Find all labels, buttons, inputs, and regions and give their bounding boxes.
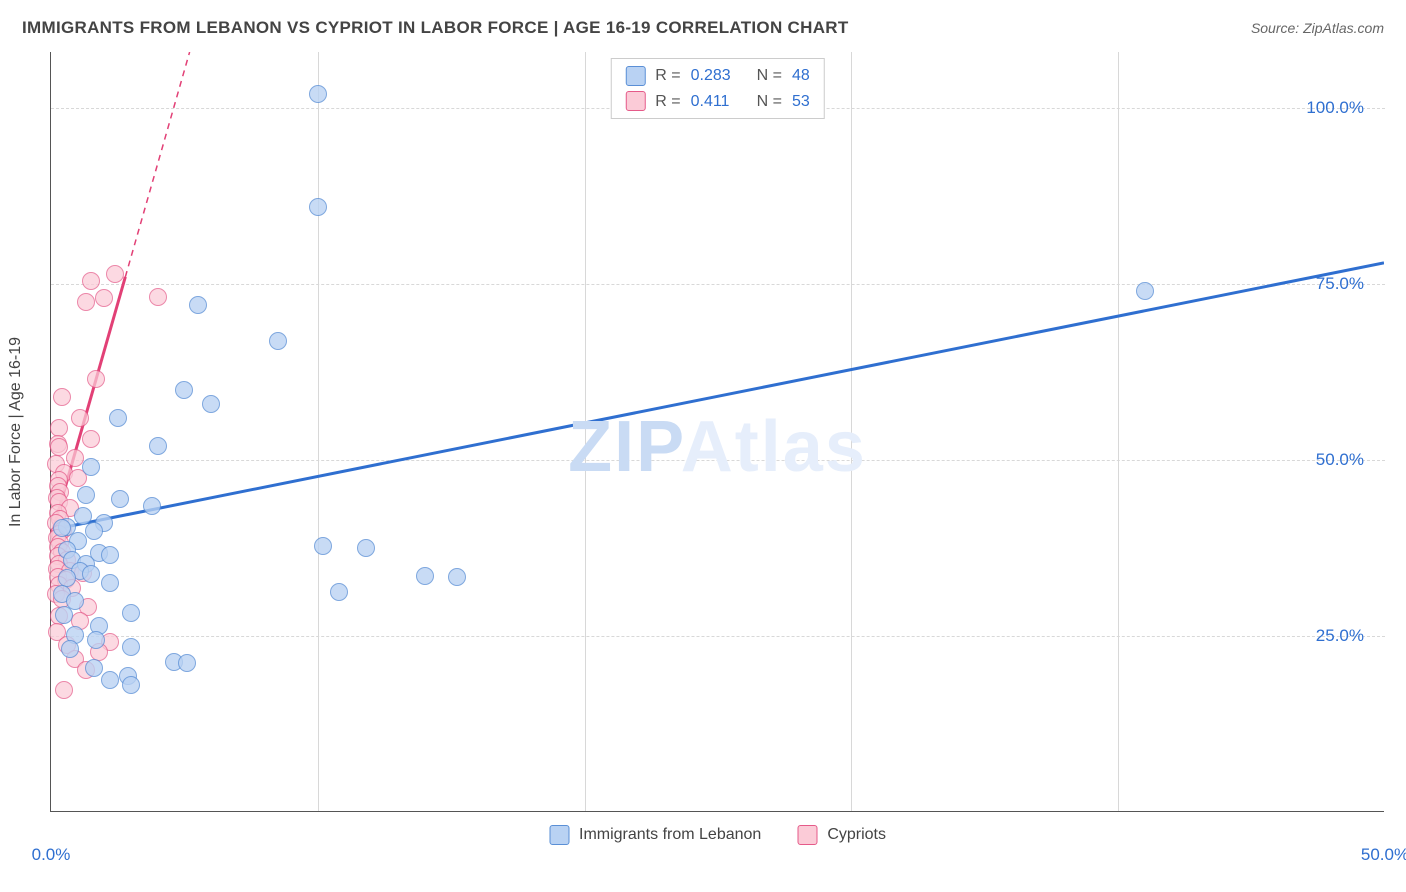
data-point: [357, 539, 375, 557]
r-label: R =: [655, 63, 680, 89]
y-axis-label: In Labor Force | Age 16-19: [7, 336, 25, 526]
data-point: [111, 490, 129, 508]
r-label: R =: [655, 89, 680, 115]
swatch-cypriots-icon: [797, 825, 817, 845]
swatch-cypriots-icon: [625, 91, 645, 111]
data-point: [82, 565, 100, 583]
data-point: [309, 85, 327, 103]
x-tick-label: 0.0%: [32, 845, 71, 865]
data-point: [143, 497, 161, 515]
legend-stats: R = 0.283 N = 48 R = 0.411 N = 53: [610, 58, 824, 119]
data-point: [95, 289, 113, 307]
data-point: [309, 198, 327, 216]
n-value-lebanon: 48: [792, 63, 810, 89]
data-point: [1136, 282, 1154, 300]
data-point: [314, 537, 332, 555]
x-tick-label: 50.0%: [1361, 845, 1406, 865]
data-point: [87, 631, 105, 649]
swatch-lebanon-icon: [625, 66, 645, 86]
y-tick-label: 100.0%: [1306, 98, 1364, 118]
data-point: [101, 546, 119, 564]
r-value-cypriots: 0.411: [691, 89, 747, 115]
data-point: [109, 409, 127, 427]
data-point: [202, 395, 220, 413]
legend-series: Immigrants from Lebanon Cypriots: [549, 825, 886, 845]
data-point: [53, 519, 71, 537]
data-point: [77, 293, 95, 311]
data-point: [101, 574, 119, 592]
data-point: [82, 430, 100, 448]
n-label: N =: [757, 63, 782, 89]
data-point: [269, 332, 287, 350]
data-point: [101, 671, 119, 689]
data-point: [149, 288, 167, 306]
trendlines: [51, 52, 1384, 811]
data-point: [61, 640, 79, 658]
plot-area: In Labor Force | Age 16-19 25.0%50.0%75.…: [50, 52, 1384, 812]
data-point: [55, 681, 73, 699]
data-point: [106, 265, 124, 283]
data-point: [175, 381, 193, 399]
data-point: [85, 659, 103, 677]
data-point: [71, 409, 89, 427]
data-point: [122, 604, 140, 622]
data-point: [122, 638, 140, 656]
data-point: [122, 676, 140, 694]
data-point: [82, 458, 100, 476]
legend-item-cypriots: Cypriots: [827, 826, 886, 844]
n-value-cypriots: 53: [792, 89, 810, 115]
swatch-lebanon-icon: [549, 825, 569, 845]
y-tick-label: 25.0%: [1316, 626, 1364, 646]
source-label: Source: ZipAtlas.com: [1251, 20, 1384, 36]
watermark: ZIPAtlas: [568, 406, 867, 488]
data-point: [330, 583, 348, 601]
data-point: [55, 606, 73, 624]
n-label: N =: [757, 89, 782, 115]
data-point: [85, 522, 103, 540]
data-point: [87, 370, 105, 388]
data-point: [82, 272, 100, 290]
data-point: [50, 438, 68, 456]
y-tick-label: 75.0%: [1316, 274, 1364, 294]
data-point: [53, 388, 71, 406]
legend-item-lebanon: Immigrants from Lebanon: [579, 826, 761, 844]
data-point: [448, 568, 466, 586]
y-tick-label: 50.0%: [1316, 450, 1364, 470]
data-point: [189, 296, 207, 314]
data-point: [77, 486, 95, 504]
chart-title: IMMIGRANTS FROM LEBANON VS CYPRIOT IN LA…: [22, 18, 849, 38]
data-point: [178, 654, 196, 672]
r-value-lebanon: 0.283: [691, 63, 747, 89]
data-point: [149, 437, 167, 455]
data-point: [416, 567, 434, 585]
